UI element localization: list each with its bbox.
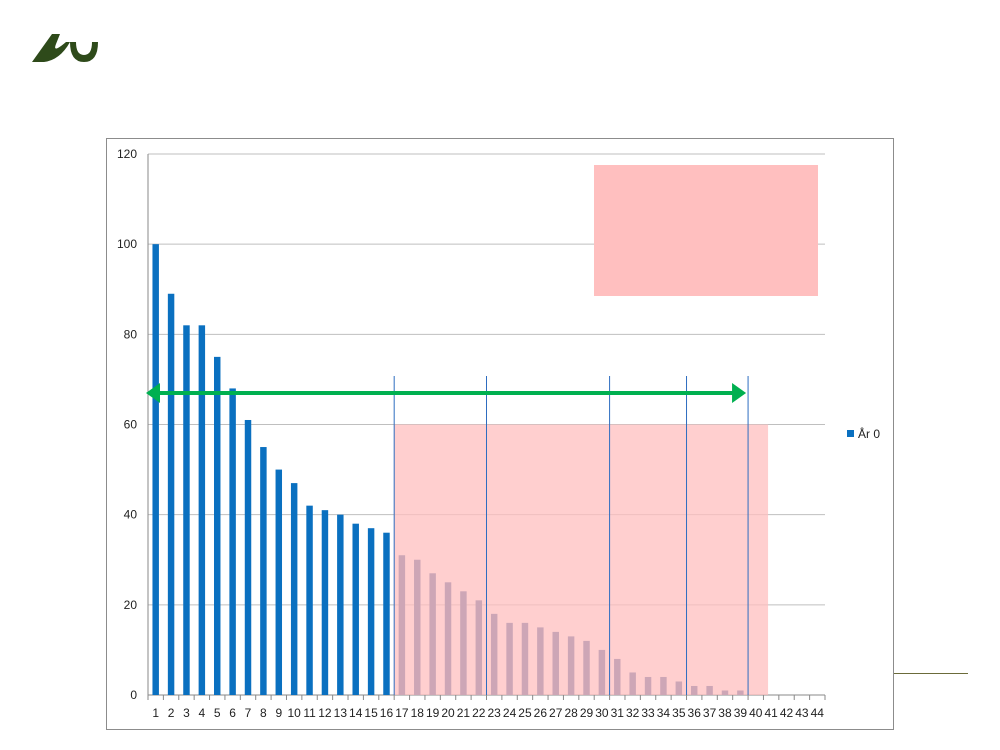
bar [290, 483, 298, 695]
x-tick-label: 21 [457, 706, 471, 720]
x-tick-label: 42 [780, 706, 794, 720]
x-tick-label: 32 [626, 706, 640, 720]
shaded-callout-box [594, 165, 818, 296]
x-tick-label: 34 [657, 706, 671, 720]
x-tick-label: 12 [318, 706, 332, 720]
x-tick-label: 10 [287, 706, 301, 720]
legend-swatch [847, 430, 854, 437]
decorative-divider-line [893, 673, 968, 674]
bar [337, 514, 344, 695]
x-tick-label: 44 [811, 706, 825, 720]
bar [275, 469, 283, 695]
x-tick-label: 36 [688, 706, 702, 720]
x-tick-label: 29 [580, 706, 594, 720]
shaded-highlight-region [394, 424, 769, 695]
legend-label: År 0 [858, 426, 880, 441]
x-tick-label: 1 [152, 706, 159, 720]
x-tick-label: 31 [611, 706, 625, 720]
x-tick-label: 2 [168, 706, 175, 720]
y-tick-label: 40 [124, 508, 138, 522]
x-tick-label: 5 [214, 706, 221, 720]
x-tick-label: 30 [595, 706, 609, 720]
x-tick-label: 23 [488, 706, 502, 720]
x-tick-label: 26 [534, 706, 548, 720]
x-tick-label: 35 [672, 706, 686, 720]
y-tick-label: 100 [117, 237, 137, 251]
x-tick-label: 22 [472, 706, 486, 720]
y-tick-label: 20 [124, 598, 138, 612]
bar [167, 293, 175, 695]
x-tick-label: 18 [411, 706, 425, 720]
bar [321, 510, 329, 695]
bar [214, 356, 221, 695]
x-tick-label: 33 [641, 706, 655, 720]
x-tick-label: 28 [564, 706, 578, 720]
bar [260, 447, 267, 695]
y-tick-label: 60 [124, 418, 138, 432]
y-tick-label: 80 [124, 327, 138, 341]
bar [183, 325, 190, 695]
y-tick-label: 0 [130, 688, 137, 702]
x-tick-label: 43 [795, 706, 809, 720]
x-tick-label: 13 [334, 706, 348, 720]
x-tick-label: 11 [303, 706, 316, 720]
aarhus-university-logo [32, 34, 98, 62]
x-tick-label: 17 [395, 706, 409, 720]
x-tick-label: 16 [380, 706, 394, 720]
x-tick-label: 41 [764, 706, 778, 720]
x-tick-label: 27 [549, 706, 563, 720]
bar [198, 325, 206, 695]
bar [152, 244, 159, 695]
bar [367, 528, 375, 695]
bar [383, 532, 390, 695]
x-tick-label: 24 [503, 706, 517, 720]
arrow-head-right [732, 382, 747, 403]
x-tick-label: 7 [245, 706, 252, 720]
x-tick-label: 9 [275, 706, 282, 720]
logo-wave-mark [32, 34, 70, 62]
x-tick-label: 15 [364, 706, 378, 720]
y-tick-label: 120 [117, 147, 137, 161]
bar [244, 419, 252, 695]
x-tick-label: 14 [349, 706, 363, 720]
x-tick-label: 4 [199, 706, 206, 720]
x-tick-label: 6 [229, 706, 236, 720]
x-tick-label: 8 [260, 706, 267, 720]
x-tick-label: 25 [518, 706, 532, 720]
logo-arc-mark [70, 42, 98, 62]
bar [352, 523, 359, 695]
x-tick-label: 37 [703, 706, 717, 720]
x-tick-label: 40 [749, 706, 763, 720]
bar [306, 505, 313, 695]
x-tick-label: 3 [183, 706, 190, 720]
x-tick-label: 20 [441, 706, 455, 720]
arrow-head-left [146, 382, 160, 403]
x-tick-label: 19 [426, 706, 440, 720]
x-tick-label: 39 [734, 706, 748, 720]
bar [229, 388, 236, 695]
x-tick-label: 38 [718, 706, 732, 720]
